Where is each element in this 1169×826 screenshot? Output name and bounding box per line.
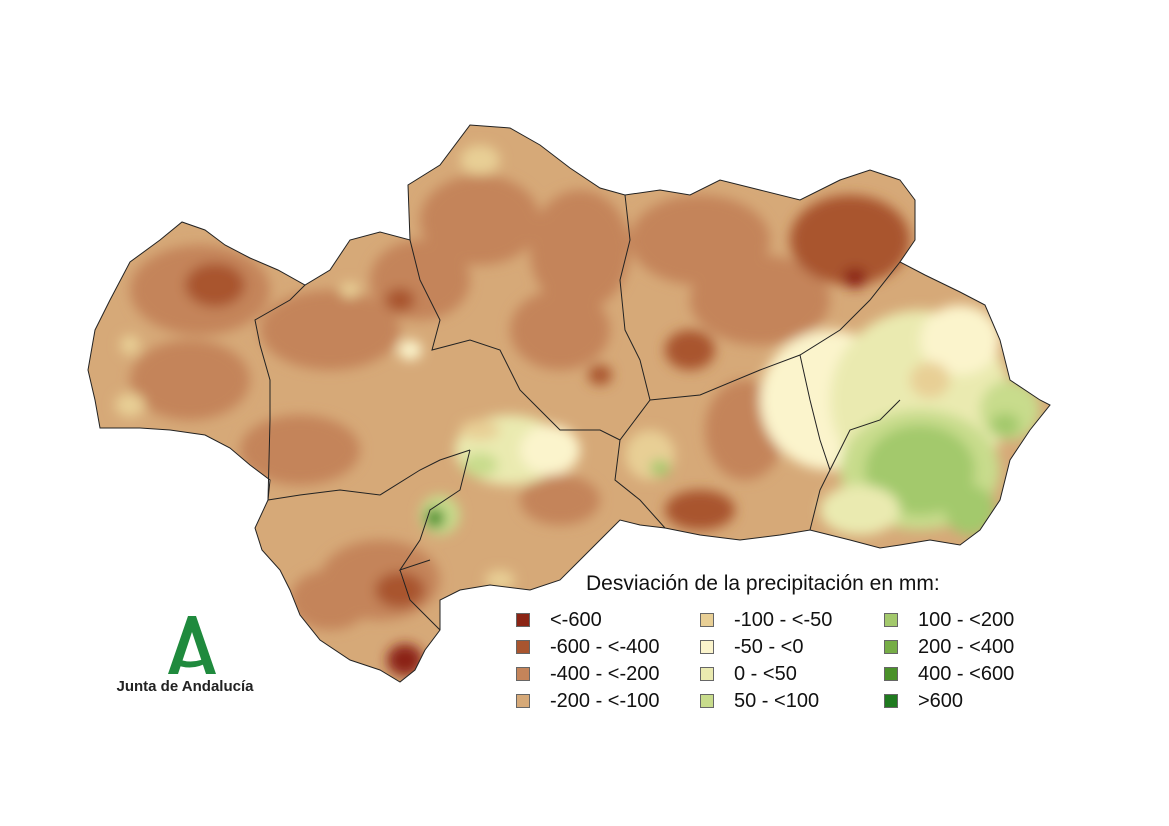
legend-item: -100 - <-50 <box>700 608 832 632</box>
junta-de-andalucia-logo: Junta de Andalucía <box>110 612 260 702</box>
legend-swatch <box>700 667 714 681</box>
legend-item: -200 - <-100 <box>516 689 660 713</box>
legend-label: -600 - <-400 <box>550 635 660 658</box>
legend-swatch <box>884 613 898 627</box>
logo-text: Junta de Andalucía <box>116 678 254 695</box>
legend-label: 200 - <400 <box>918 635 1015 658</box>
legend-swatch <box>516 613 530 627</box>
legend-label: 50 - <100 <box>734 689 820 712</box>
legend-item: <-600 <box>516 608 602 632</box>
legend-label: -50 - <0 <box>734 635 804 658</box>
legend-item: 50 - <100 <box>700 689 819 713</box>
legend-label: >600 <box>918 689 964 712</box>
legend-swatch <box>884 667 898 681</box>
legend-swatch <box>884 694 898 708</box>
legend-item: 200 - <400 <box>884 635 1014 659</box>
legend-item: 100 - <200 <box>884 608 1014 632</box>
legend-title: Desviación de la precipitación en mm: <box>586 572 940 595</box>
legend-item: -50 - <0 <box>700 635 803 659</box>
legend-label: -200 - <-100 <box>550 689 660 712</box>
legend-label: -100 - <-50 <box>734 608 833 631</box>
legend: <-600 -600 - <-400 -400 - <-200 -200 - <… <box>516 608 1056 720</box>
legend-swatch <box>700 613 714 627</box>
legend-label: 400 - <600 <box>918 662 1015 685</box>
legend-swatch <box>700 640 714 654</box>
andalucia-a-icon <box>168 616 216 674</box>
legend-label: 0 - <50 <box>734 662 797 685</box>
legend-item: -400 - <-200 <box>516 662 660 686</box>
legend-swatch <box>884 640 898 654</box>
legend-item: -600 - <-400 <box>516 635 660 659</box>
legend-swatch <box>516 694 530 708</box>
legend-item: 0 - <50 <box>700 662 797 686</box>
legend-swatch <box>516 667 530 681</box>
legend-item: >600 <box>884 689 963 713</box>
province-boundaries <box>87 124 1051 683</box>
legend-item: 400 - <600 <box>884 662 1014 686</box>
legend-label: <-600 <box>550 608 602 631</box>
legend-label: -400 - <-200 <box>550 662 660 685</box>
legend-label: 100 - <200 <box>918 608 1015 631</box>
legend-swatch <box>700 694 714 708</box>
legend-swatch <box>516 640 530 654</box>
